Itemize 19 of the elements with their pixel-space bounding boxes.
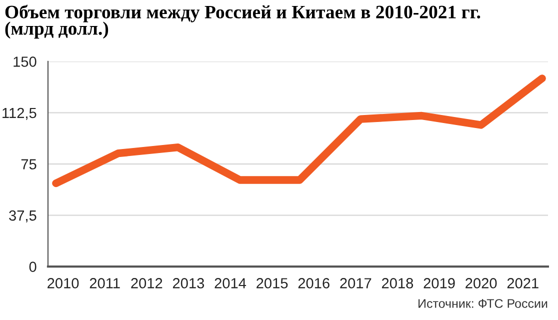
y-tick-label: 37,5: [9, 210, 36, 222]
x-tick-label: 2012: [131, 278, 162, 288]
text: Источник: ФТС России: [418, 299, 548, 308]
x-tick-label: 2021: [507, 278, 538, 288]
x-tick-label: 2019: [424, 278, 455, 288]
chart-title: Объем торговли между Россией и Китаем в 2010-2021 гг. (млрд долл.): [5, 4, 480, 39]
x-tick-label: 2013: [172, 278, 204, 288]
x-tick-label: 2020: [466, 278, 497, 288]
x-tick-label: 2010: [48, 278, 79, 288]
y-tick-label: 0: [29, 262, 36, 272]
x-tick-label: 2017: [340, 278, 372, 288]
y-tick-label: 112,5: [2, 108, 36, 120]
x-tick-label: 2011: [90, 278, 120, 288]
x-tick-label: 2018: [382, 278, 414, 288]
x-tick-label: 2015: [256, 278, 288, 288]
y-tick-label: 150: [14, 56, 36, 67]
x-tick-label: 2016: [298, 278, 330, 288]
x-tick-label: 2014: [214, 278, 246, 288]
y-tick-label: 75: [21, 159, 36, 170]
